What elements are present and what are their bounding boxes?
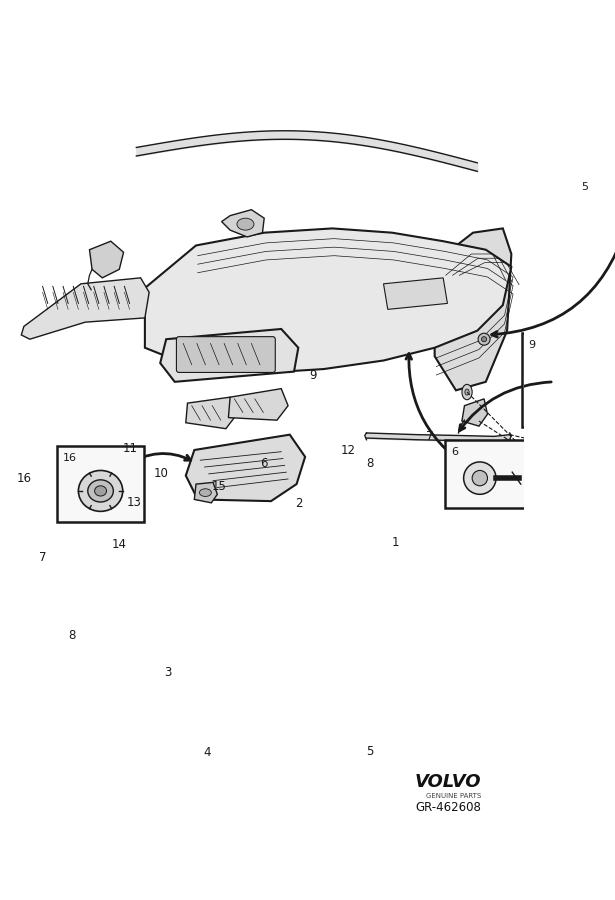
Text: 16: 16 [63, 453, 77, 463]
Text: 4: 4 [204, 746, 211, 760]
Text: VOLVO: VOLVO [415, 773, 482, 791]
Polygon shape [384, 278, 448, 310]
Polygon shape [145, 229, 511, 374]
Polygon shape [161, 329, 298, 382]
Polygon shape [186, 435, 305, 501]
Text: 6: 6 [451, 446, 458, 456]
Bar [57, 446, 144, 522]
Text: 14: 14 [112, 538, 127, 551]
Ellipse shape [237, 218, 254, 230]
Text: 7: 7 [426, 429, 434, 443]
Ellipse shape [603, 213, 615, 252]
Text: GR-462608: GR-462608 [416, 801, 482, 814]
Circle shape [482, 337, 486, 342]
Polygon shape [462, 399, 488, 426]
Ellipse shape [464, 462, 496, 494]
Text: 9: 9 [310, 369, 317, 382]
Text: 2: 2 [295, 497, 303, 510]
Text: GENUINE PARTS: GENUINE PARTS [426, 793, 482, 799]
Ellipse shape [462, 384, 472, 400]
Polygon shape [228, 389, 288, 420]
Text: 3: 3 [164, 666, 172, 679]
Text: 1: 1 [392, 536, 400, 548]
Text: 11: 11 [122, 442, 138, 455]
Polygon shape [435, 229, 511, 391]
Text: 5: 5 [581, 182, 588, 192]
Text: 7: 7 [39, 551, 47, 564]
Text: 15: 15 [212, 481, 226, 493]
Polygon shape [221, 210, 264, 237]
Ellipse shape [78, 471, 123, 511]
Text: 8: 8 [69, 629, 76, 642]
FancyBboxPatch shape [177, 337, 276, 373]
Ellipse shape [552, 366, 593, 402]
Ellipse shape [563, 376, 583, 393]
Ellipse shape [614, 223, 615, 242]
Text: 8: 8 [366, 457, 373, 471]
Text: 6: 6 [260, 457, 268, 471]
Text: 13: 13 [126, 496, 141, 508]
Text: 9: 9 [528, 340, 536, 350]
Text: 5: 5 [366, 745, 373, 758]
Text: 16: 16 [17, 472, 31, 485]
Ellipse shape [472, 471, 488, 486]
Ellipse shape [88, 480, 113, 502]
Text: 12: 12 [341, 444, 356, 456]
Text: 10: 10 [154, 466, 169, 480]
Ellipse shape [95, 486, 106, 496]
Polygon shape [194, 482, 217, 503]
Circle shape [478, 333, 490, 346]
Polygon shape [90, 241, 124, 278]
Ellipse shape [465, 389, 469, 395]
Bar [445, 440, 532, 508]
Polygon shape [22, 278, 149, 339]
Ellipse shape [199, 489, 212, 497]
Bar [522, 333, 615, 427]
Bar [575, 176, 615, 274]
Polygon shape [186, 397, 237, 428]
